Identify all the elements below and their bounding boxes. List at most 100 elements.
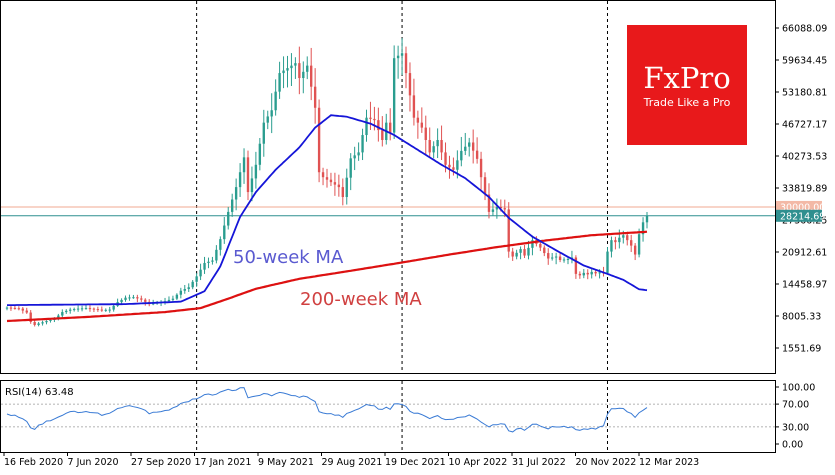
candle-body [286, 68, 289, 71]
candle-body [495, 206, 499, 210]
y-tick-label: 59634.45 [782, 56, 827, 67]
candle-body [337, 184, 341, 188]
candle-body [333, 182, 337, 185]
candle-body [199, 269, 202, 277]
y-tick-label: 1551.69 [782, 344, 821, 355]
y-tick-label: 46727.17 [782, 120, 827, 131]
candle-body [151, 303, 155, 305]
candle-body [424, 127, 427, 141]
candle-body [246, 157, 250, 193]
candle-body [487, 194, 491, 212]
candle-body [100, 309, 103, 311]
candle-body [392, 58, 396, 133]
candle-body [558, 256, 562, 260]
candle-body [72, 309, 76, 311]
y-tick-label: 8005.33 [782, 312, 821, 323]
x-tick-label: 7 Jun 2020 [68, 457, 119, 468]
candle-body [250, 178, 254, 193]
candle-body [400, 53, 404, 56]
candle-body [448, 164, 451, 168]
candle-body [523, 249, 526, 256]
candle-body [92, 308, 96, 310]
candle-body [630, 240, 633, 246]
candle-body [408, 73, 412, 96]
candle-body [586, 272, 589, 275]
candle-body [389, 122, 392, 133]
candle-body [215, 249, 218, 261]
x-tick-label: 27 Sep 2020 [131, 457, 191, 468]
candle-body [231, 199, 234, 212]
x-tick-label: 10 Apr 2022 [449, 457, 508, 468]
y-axis-ticks: 66088.09 59634.45 53180.81 46727.17 40273.53… [775, 24, 827, 355]
candle-body [175, 294, 179, 299]
candle-body [574, 257, 578, 274]
candle-body [179, 290, 183, 295]
candle-body [633, 245, 637, 255]
candle-body [341, 187, 344, 198]
candle-body [294, 63, 297, 66]
candle-body [622, 235, 625, 238]
rsi-panel-frame [0, 380, 776, 453]
candle-body [49, 319, 52, 321]
candle-body [17, 308, 21, 310]
candle-body [412, 95, 416, 118]
candle-body [428, 140, 431, 153]
candle-body [306, 65, 309, 72]
rsi-y-tick-label: 0.00 [782, 440, 803, 451]
candle-body [381, 130, 384, 141]
horizontal-price-lines [1, 206, 775, 217]
candle-body [317, 107, 321, 173]
candle-body [238, 172, 242, 188]
candle-body [84, 308, 88, 310]
y-tick-label: 53180.81 [782, 88, 827, 99]
candle-body [515, 252, 518, 257]
y-tick-label: 14458.97 [782, 280, 827, 291]
candle-body [321, 172, 325, 178]
y-tick-label: 40273.53 [782, 152, 827, 163]
x-tick-label: 9 May 2021 [258, 457, 314, 468]
candle-body [132, 297, 135, 299]
candle-body [547, 253, 550, 259]
candle-body [365, 117, 368, 136]
x-tick-label: 20 Nov 2022 [576, 457, 637, 468]
candle-body [211, 260, 214, 262]
candle-body [464, 146, 467, 151]
candle-body [262, 122, 265, 144]
candle-body [325, 177, 329, 180]
rsi-line [6, 387, 648, 433]
x-tick-label: 19 Dec 2021 [385, 457, 446, 468]
rsi-y-tick-label: 30.00 [782, 422, 809, 433]
logo-tagline: Trade Like a Pro [643, 96, 731, 109]
candle-body [432, 146, 435, 153]
candle-body [468, 142, 471, 147]
candle-body [140, 298, 143, 300]
logo-box [627, 25, 747, 145]
candle-body [436, 140, 439, 147]
candle-body [590, 271, 593, 275]
candle-body [396, 55, 400, 59]
candle-body [475, 150, 479, 159]
logo-brand: FxPro [643, 61, 730, 95]
candle-body [594, 271, 597, 274]
candle-body [298, 63, 301, 79]
candle-body [108, 309, 111, 311]
candle-body [531, 240, 534, 248]
x-tick-label: 16 Feb 2020 [4, 457, 63, 468]
candle-body [499, 206, 503, 209]
price-tag-box [776, 209, 822, 222]
candle-body [234, 187, 238, 200]
candle-body [551, 257, 554, 259]
candle-body [645, 215, 649, 223]
x-axis-ticks: 16 Feb 2020 7 Jun 2020 27 Sep 2020 17 Jan 2… [3, 452, 699, 468]
candle-body [5, 307, 9, 309]
candle-body [270, 110, 273, 117]
candle-body [562, 259, 566, 261]
rsi-levels [1, 403, 775, 428]
candle-body [167, 299, 171, 302]
candle-body [191, 281, 194, 288]
candle-body [207, 261, 210, 263]
candle-body [420, 122, 423, 128]
candle-body [65, 310, 68, 313]
